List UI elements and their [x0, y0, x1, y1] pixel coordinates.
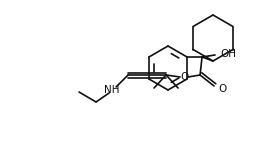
Text: O: O — [180, 72, 188, 82]
Text: NH: NH — [104, 85, 120, 95]
Text: O: O — [218, 84, 226, 94]
Text: OH: OH — [220, 49, 236, 59]
